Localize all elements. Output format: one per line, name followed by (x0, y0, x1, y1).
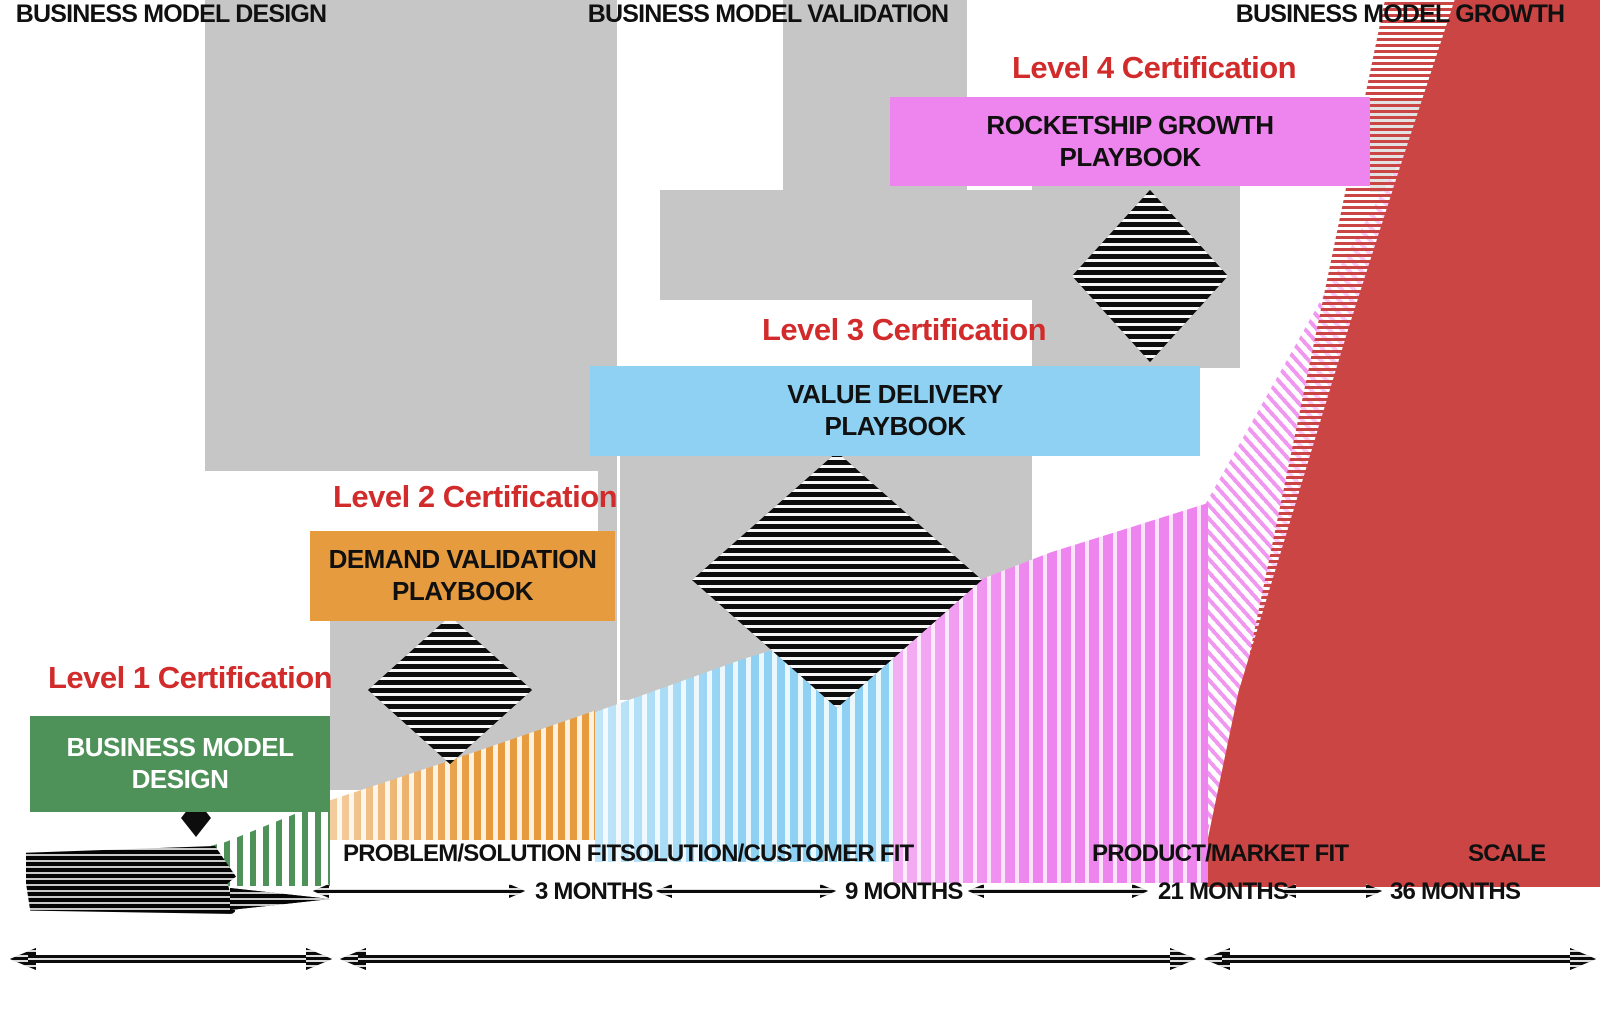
level-1-box: BUSINESS MODEL DESIGN (30, 716, 330, 812)
level-2-box-line2: PLAYBOOK (392, 576, 533, 606)
milestone-2-duration: 9 MONTHS (845, 878, 963, 905)
level-3-box: VALUE DELIVERY PLAYBOOK (590, 366, 1200, 456)
notch-level-2 (205, 471, 598, 537)
milestone-4-duration: 36 MONTHS (1390, 878, 1521, 905)
timeline-arrow-1 (313, 884, 525, 898)
level-2-box-line1: DEMAND VALIDATION (328, 544, 597, 575)
level-1-box-line1: BUSINESS MODEL (66, 732, 294, 763)
level-3-box-line1: VALUE DELIVERY (787, 379, 1003, 410)
milestone-4-name: SCALE (1468, 840, 1546, 867)
phase-1-arrow (10, 948, 332, 970)
phase-1-label: BUSINESS MODEL DESIGN (15, 0, 327, 28)
level-3-box-line2: PLAYBOOK (824, 411, 966, 441)
gray-step-4 (660, 190, 1032, 305)
illegible-label-scribble (26, 846, 236, 914)
timeline-arrow-2 (656, 884, 836, 898)
milestone-3-duration: 21 MONTHS (1158, 878, 1289, 905)
level-1-title: Level 1 Certification (48, 660, 333, 695)
level-4-title: Level 4 Certification (1012, 50, 1297, 85)
phase-3-arrow (1204, 948, 1596, 970)
level-3-title: Level 3 Certification (762, 312, 1047, 347)
phase-2-arrow (340, 948, 1196, 970)
phase-2-label: BUSINESS MODEL VALIDATION (587, 0, 949, 28)
phase-3-label: BUSINESS MODEL GROWTH (1235, 0, 1565, 28)
timeline-arrow-3 (968, 884, 1148, 898)
level-1-box-line2: DESIGN (131, 764, 229, 794)
milestone-3-name: PRODUCT/MARKET FIT (1092, 840, 1349, 867)
milestone-1-duration: 3 MONTHS (535, 878, 653, 905)
level-4-box-line2: PLAYBOOK (1059, 141, 1201, 172)
milestone-1-name: PROBLEM/SOLUTION FIT (343, 840, 621, 867)
level-2-box: DEMAND VALIDATION PLAYBOOK (310, 531, 615, 621)
gray-step-1 (205, 0, 617, 535)
timeline-arrow-4 (1280, 884, 1382, 898)
milestone-2-name: SOLUTION/CUSTOMER FIT (620, 840, 914, 867)
level-4-box-line1: ROCKETSHIP GROWTH (986, 109, 1274, 140)
level-2-title: Level 2 Certification (333, 479, 618, 514)
notch-level-3 (628, 300, 1032, 370)
level-4-box: ROCKETSHIP GROWTH PLAYBOOK (890, 97, 1370, 186)
